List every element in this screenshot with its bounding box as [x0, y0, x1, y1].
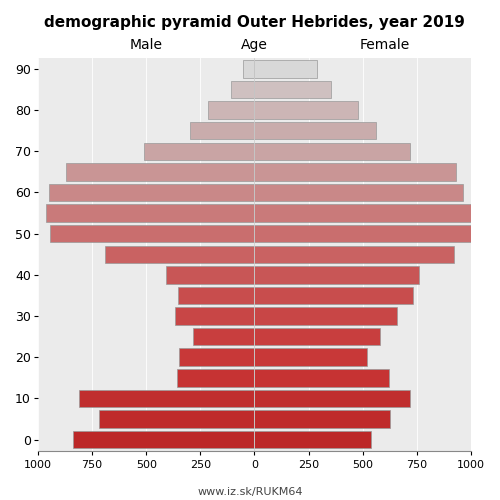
- Bar: [98, 410, 254, 428]
- Bar: [254, 184, 464, 201]
- Bar: [254, 204, 471, 222]
- Bar: [242, 60, 254, 78]
- Bar: [254, 266, 419, 283]
- Bar: [254, 328, 380, 345]
- Bar: [166, 266, 254, 283]
- Bar: [254, 348, 367, 366]
- Bar: [49, 184, 255, 201]
- Bar: [230, 80, 254, 98]
- Bar: [254, 431, 372, 448]
- Bar: [190, 122, 254, 140]
- Bar: [254, 410, 390, 428]
- Title: demographic pyramid Outer Hebrides, year 2019: demographic pyramid Outer Hebrides, year…: [44, 15, 465, 30]
- Bar: [254, 286, 412, 304]
- Bar: [254, 390, 410, 407]
- Bar: [254, 60, 318, 78]
- Text: www.iz.sk/RUKM64: www.iz.sk/RUKM64: [197, 488, 303, 498]
- Bar: [176, 369, 254, 386]
- Bar: [79, 390, 254, 407]
- Text: Male: Male: [130, 38, 162, 52]
- Bar: [254, 102, 358, 119]
- Text: Female: Female: [360, 38, 410, 52]
- Bar: [254, 225, 471, 242]
- Bar: [208, 102, 254, 119]
- Bar: [66, 163, 254, 180]
- Bar: [144, 142, 254, 160]
- Bar: [254, 142, 410, 160]
- Bar: [46, 204, 255, 222]
- Bar: [254, 163, 456, 180]
- Bar: [50, 225, 255, 242]
- Bar: [193, 328, 254, 345]
- Bar: [254, 80, 332, 98]
- Bar: [254, 122, 376, 140]
- Bar: [254, 246, 454, 263]
- Text: Age: Age: [241, 38, 268, 52]
- Bar: [178, 286, 254, 304]
- Bar: [176, 308, 254, 325]
- Bar: [105, 246, 255, 263]
- Bar: [254, 308, 398, 325]
- Bar: [72, 431, 254, 448]
- Bar: [254, 369, 388, 386]
- Bar: [178, 348, 254, 366]
